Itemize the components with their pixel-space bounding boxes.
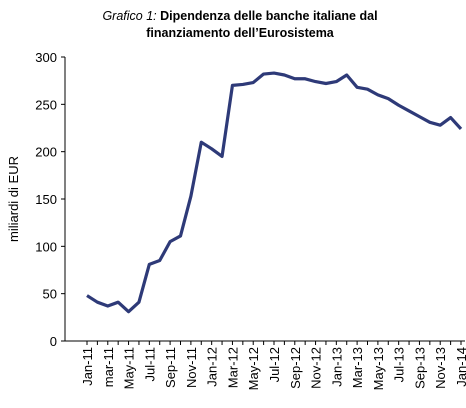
y-tick-label: 250 — [35, 97, 57, 112]
y-tick-label: 150 — [35, 192, 57, 207]
x-tick-label: Sep-12 — [288, 347, 303, 389]
y-tick-label: 100 — [35, 239, 57, 254]
x-tick-label: Jul-13 — [392, 347, 407, 382]
x-tick-label: Nov-12 — [309, 347, 324, 389]
x-tick-label: Jul-12 — [267, 347, 282, 382]
x-tick-label: Jan-12 — [205, 347, 220, 387]
data-line — [86, 71, 463, 314]
title-label: Grafico 1: — [102, 9, 156, 23]
x-tick-label: Jan-14 — [454, 347, 466, 387]
x-tick-label: Sep-13 — [412, 347, 427, 389]
y-axis-label: miliardi di EUR — [6, 156, 21, 242]
y-tick-label: 50 — [43, 287, 57, 302]
chart-title: finanziamento dell’Eurosistema — [146, 26, 335, 40]
x-tick-label: May-12 — [246, 347, 261, 390]
x-tick-label: May-13 — [371, 347, 386, 390]
y-tick-label: 200 — [35, 145, 57, 160]
x-tick-label: Jul-11 — [142, 347, 157, 381]
x-tick-label: Nov-13 — [433, 347, 448, 389]
x-tick-label: Mar-12 — [225, 347, 240, 388]
x-tick-label: Sep-11 — [163, 347, 178, 388]
x-tick-label: Jan-11 — [80, 347, 95, 386]
x-tick-label: mar-11 — [101, 347, 116, 387]
x-tick-label: Mar-13 — [350, 347, 365, 388]
y-tick-label: 0 — [50, 334, 57, 349]
x-tick-label: Nov-11 — [184, 347, 199, 388]
y-tick-label: 300 — [35, 50, 57, 65]
x-tick-label: Jan-13 — [329, 347, 344, 387]
x-tick-label: May-11 — [122, 347, 137, 389]
title-line: Dipendenza delle banche italiane dal — [160, 9, 377, 23]
chart-title: Grafico 1: Dipendenza delle banche itali… — [102, 9, 377, 23]
